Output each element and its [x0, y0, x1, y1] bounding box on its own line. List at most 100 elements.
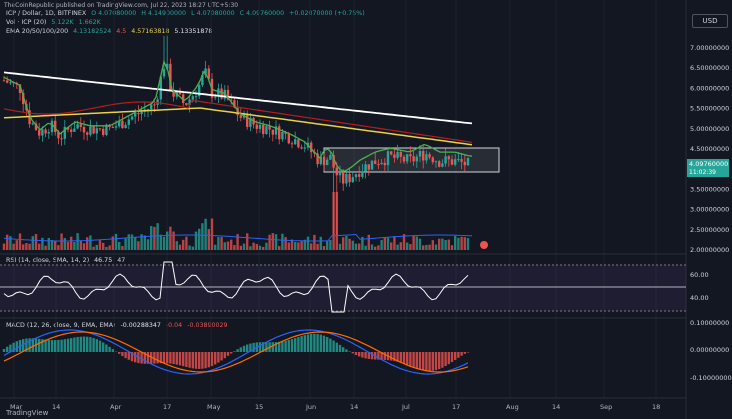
macd-hist-bar — [194, 352, 198, 369]
ema50-value: 4.5 — [116, 28, 127, 35]
ema20-line — [3, 59, 473, 173]
candle-body — [102, 128, 105, 135]
volume-bar — [418, 238, 422, 250]
legend-volume[interactable]: Vol · ICP (20) 5.122K 1.662K — [6, 19, 104, 26]
ema100-line — [3, 107, 473, 146]
candle-body — [406, 154, 409, 162]
macd-hist-bar — [153, 352, 156, 364]
candle-body — [450, 159, 454, 165]
candle-body — [233, 100, 236, 108]
macd-hist-bar — [230, 352, 233, 354]
macd-label: MACD (12, 26, close, 9, EMA, EMA) — [6, 322, 116, 329]
ema50-line — [3, 99, 473, 143]
legend-rsi[interactable]: RSI (14, close, SMA, 14, 2) 46.75 47 — [6, 257, 128, 264]
volume-bar — [207, 229, 210, 250]
candle-body — [57, 131, 60, 139]
candle-body — [262, 124, 265, 135]
price-axis-label: 3.00000000 — [690, 206, 729, 214]
volume-bar — [265, 242, 268, 250]
macd-line — [3, 329, 469, 375]
candle-body — [140, 111, 143, 115]
candle-body — [396, 151, 399, 158]
candle-body — [47, 132, 50, 134]
macd-hist-bar — [322, 335, 326, 352]
vol-value: 5.122K — [51, 19, 74, 26]
volume-bar — [22, 244, 25, 250]
candle-body — [18, 84, 22, 93]
pair-label[interactable]: ICP / Dollar, 1D, BITFINEX — [6, 10, 87, 17]
volume-bar — [313, 234, 316, 250]
candle-body — [422, 150, 425, 161]
macd-hist-bar — [383, 352, 386, 360]
macd-hist-bar — [86, 336, 89, 352]
event-marker-icon[interactable] — [480, 241, 488, 249]
volume-bar — [70, 236, 73, 250]
volume-bar — [214, 244, 217, 250]
macd-hist-bar — [73, 337, 76, 352]
macd-hist-bar — [306, 334, 310, 352]
volume-bar — [447, 239, 450, 250]
macd-signal-value: -0.03890029 — [187, 322, 228, 329]
candle-body — [466, 157, 470, 166]
legend-macd[interactable]: MACD (12, 26, close, 9, EMA, EMA) -0.002… — [6, 322, 231, 329]
candle-body — [230, 99, 233, 101]
signal-line — [3, 331, 469, 373]
macd-hist-bar — [412, 352, 415, 368]
candle-body — [73, 128, 76, 132]
macd-hist-bar — [335, 342, 338, 352]
candle-body — [146, 109, 150, 111]
volume-bar — [111, 236, 114, 250]
volume-bar — [409, 244, 412, 250]
candle-body — [172, 89, 175, 97]
volume-bar — [172, 231, 175, 250]
macd-hist-bar — [236, 349, 239, 352]
candle-body — [31, 123, 34, 125]
time-axis-label: 14 — [52, 403, 60, 411]
volume-bar — [316, 243, 319, 250]
volume-bar — [137, 241, 140, 250]
macd-hist-bar — [284, 340, 287, 352]
macd-hist-bar — [415, 352, 418, 369]
volume-bar — [358, 243, 361, 250]
currency-button[interactable]: USD — [692, 14, 728, 28]
macd-hist-bar — [70, 338, 73, 352]
volume-bar — [428, 244, 431, 250]
candle-body — [258, 124, 262, 129]
rsi-band — [0, 265, 686, 311]
candle-body — [214, 96, 217, 98]
candle-body — [290, 143, 294, 145]
candle-body — [127, 119, 130, 125]
macd-hist-bar — [121, 352, 124, 357]
volume-bar — [73, 241, 76, 250]
volume-bar — [146, 239, 150, 250]
macd-hist-bar — [294, 338, 297, 352]
candle-body — [137, 112, 140, 115]
tradingview-logo[interactable]: TradingView — [6, 409, 48, 417]
macd-hist-bar — [162, 352, 166, 364]
macd-hist-bar — [345, 349, 348, 352]
volume-bar — [438, 238, 441, 250]
candle-body — [268, 126, 271, 130]
candle-body — [460, 159, 463, 162]
macd-hist-bar — [169, 352, 172, 364]
candle-body — [438, 161, 441, 167]
volume-bar — [300, 241, 303, 250]
volume-bar — [466, 238, 470, 250]
time-axis: Mar 14 Apr 17 May 15 Jun 14 Jul 17 Aug 14 Sep 18 — [10, 403, 660, 411]
candle-body — [265, 126, 268, 135]
candle-body — [297, 139, 300, 148]
candle-body — [98, 128, 102, 130]
macd-hist-bar — [399, 352, 402, 363]
volume-bar — [402, 234, 406, 250]
macd-hist-bar — [223, 352, 226, 359]
legend-ema[interactable]: EMA 20/50/100/200 4.13182524 4.5 4.57163… — [6, 28, 215, 35]
candle-body — [118, 120, 121, 127]
time-axis-label: 18 — [652, 403, 660, 411]
volume-bar — [105, 246, 108, 250]
volume-bar — [326, 240, 329, 250]
macd-hist-bar — [25, 338, 28, 352]
macd-hist-bar — [22, 339, 25, 352]
time-axis-label: Mar — [10, 403, 23, 411]
candle-body — [6, 80, 9, 83]
